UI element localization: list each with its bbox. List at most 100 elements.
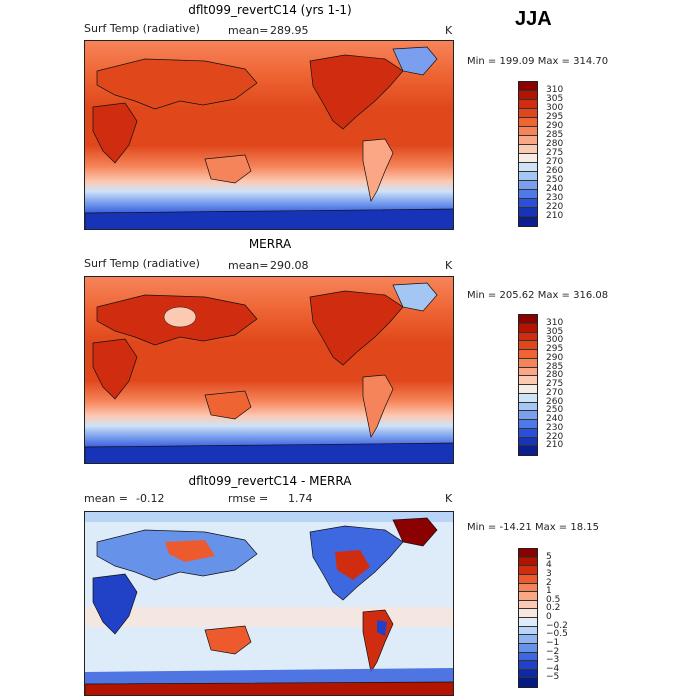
colorbar-tick-label: 305: [546, 94, 564, 104]
colorbar-swatch: [519, 376, 537, 385]
colorbar-tick-label: 305: [546, 326, 564, 337]
colorbar-tick-label: 2: [546, 577, 552, 588]
colorbar-swatch: [519, 118, 537, 127]
colorbar-tick-label: 295: [546, 112, 564, 122]
colorbar-swatch: [519, 385, 537, 394]
panel3-max-value: 18.15: [570, 522, 599, 533]
colorbar-swatch: [519, 652, 537, 662]
colorbar-swatch: [519, 635, 537, 644]
colorbar-tick-label: 280: [546, 370, 564, 381]
colorbar-swatch: [519, 350, 537, 359]
panel2-unit: K: [445, 259, 453, 272]
panel1-mean-value: 289.95: [270, 24, 309, 37]
panel2-title: MERRA: [248, 237, 292, 251]
panel2-max-label: Max =: [537, 290, 570, 301]
colorbar-tick-label: −0.2: [546, 620, 568, 631]
season-label: JJA: [515, 8, 552, 30]
colorbar-swatch: [519, 446, 537, 455]
colorbar-swatch: [519, 566, 537, 575]
panel1-title: dflt099_revertC14 (yrs 1-1): [188, 3, 352, 17]
colorbar-tick-label: 290: [546, 121, 564, 131]
colorbar-swatch: [519, 145, 537, 154]
colorbar-swatch: [519, 437, 537, 447]
panel2-max-value: 316.08: [573, 290, 609, 301]
colorbar-swatch: [519, 626, 537, 636]
panel3-unit: K: [445, 492, 453, 505]
colorbar-swatch: [519, 82, 537, 91]
colorbar-tick-label: −3: [546, 655, 560, 666]
colorbar-swatch: [519, 609, 537, 618]
colorbar-tick-label: 230: [546, 193, 564, 203]
colorbar-tick-label: 0.2: [546, 603, 561, 614]
colorbar-swatch: [519, 678, 537, 687]
colorbar-swatch: [519, 190, 537, 199]
panel1-minmax: Min = 199.09 Max = 314.70: [467, 56, 608, 67]
colorbar-tick-label: −2: [546, 646, 560, 657]
colorbar-tick-label: 210: [546, 440, 564, 451]
panel3-rmse-value: 1.74: [288, 492, 313, 505]
colorbar-tick-label: 300: [546, 103, 564, 113]
colorbar-tick-label: 250: [546, 405, 564, 416]
colorbar-swatch: [519, 428, 537, 438]
colorbar-swatch: [519, 154, 537, 163]
colorbar-swatch: [519, 669, 537, 679]
colorbar-tick-label: 275: [546, 379, 564, 389]
colorbar-swatch: [519, 181, 537, 190]
colorbar-swatch: [519, 583, 537, 593]
colorbar-tick-label: 260: [546, 396, 564, 407]
colorbar-tick-label: 275: [546, 148, 564, 158]
colorbar-tick-label: 280: [546, 139, 564, 149]
colorbar-tick-label: 260: [546, 166, 564, 176]
panel3-min-label: Min =: [467, 522, 497, 533]
colorbar-swatch: [519, 341, 537, 350]
panel1-min-label: Min =: [467, 56, 497, 67]
colorbar-tick-label: 5: [546, 551, 552, 562]
colorbar-swatch: [519, 199, 537, 208]
colorbar-tick-label: −1: [546, 637, 560, 648]
colorbar-tick-label: 270: [546, 387, 564, 398]
colorbar-tick-label: 0: [546, 612, 552, 622]
colorbar-swatch: [519, 315, 537, 324]
colorbar-swatch: [519, 420, 537, 429]
colorbar-tick-label: 1: [546, 586, 552, 597]
panel1-colorbar: [518, 81, 538, 227]
colorbar-swatch: [519, 323, 537, 333]
colorbar-tick-label: −0.5: [546, 629, 568, 640]
panel1-variable: Surf Temp (radiative): [84, 22, 200, 35]
colorbar-swatch: [519, 127, 537, 136]
panel2-min-value: 205.62: [499, 290, 535, 301]
colorbar-swatch: [519, 367, 537, 377]
panel3-minmax: Min = -14.21 Max = 18.15: [467, 522, 599, 533]
colorbar-tick-label: 285: [546, 361, 564, 372]
panel3-rmse-label: rmse =: [228, 492, 269, 505]
colorbar-swatch: [519, 208, 537, 217]
colorbar-tick-label: 0.5: [546, 594, 561, 605]
panel3-title: dflt099_revertC14 - MERRA: [188, 474, 352, 488]
colorbar-tick-label: 230: [546, 422, 564, 433]
panel1-map: [84, 40, 454, 230]
colorbar-swatch: [519, 358, 537, 368]
panel2-variable: Surf Temp (radiative): [84, 257, 200, 270]
colorbar-swatch: [519, 592, 537, 601]
colorbar-swatch: [519, 109, 537, 118]
colorbar-tick-label: 250: [546, 175, 564, 185]
panel2-map: [84, 276, 454, 464]
colorbar-swatch: [519, 618, 537, 627]
panel3-max-label: Max =: [534, 522, 568, 533]
colorbar-swatch: [519, 172, 537, 181]
panel1-max-value: 314.70: [573, 56, 609, 67]
colorbar-tick-label: 220: [546, 202, 564, 212]
colorbar-tick-label: 270: [546, 157, 564, 167]
panel3-min-value: -14.21: [499, 522, 532, 533]
colorbar-tick-label: −5: [546, 672, 560, 683]
colorbar-swatch: [519, 332, 537, 342]
colorbar-swatch: [519, 411, 537, 420]
colorbar-tick-label: 220: [546, 431, 564, 442]
panel1-map-svg: [85, 41, 453, 229]
colorbar-swatch: [519, 402, 537, 412]
colorbar-tick-label: 310: [546, 85, 564, 95]
colorbar-tick-label: 240: [546, 414, 564, 424]
colorbar-swatch: [519, 91, 537, 100]
colorbar-tick-label: 295: [546, 344, 564, 354]
panel3-colorbar: [518, 548, 538, 688]
